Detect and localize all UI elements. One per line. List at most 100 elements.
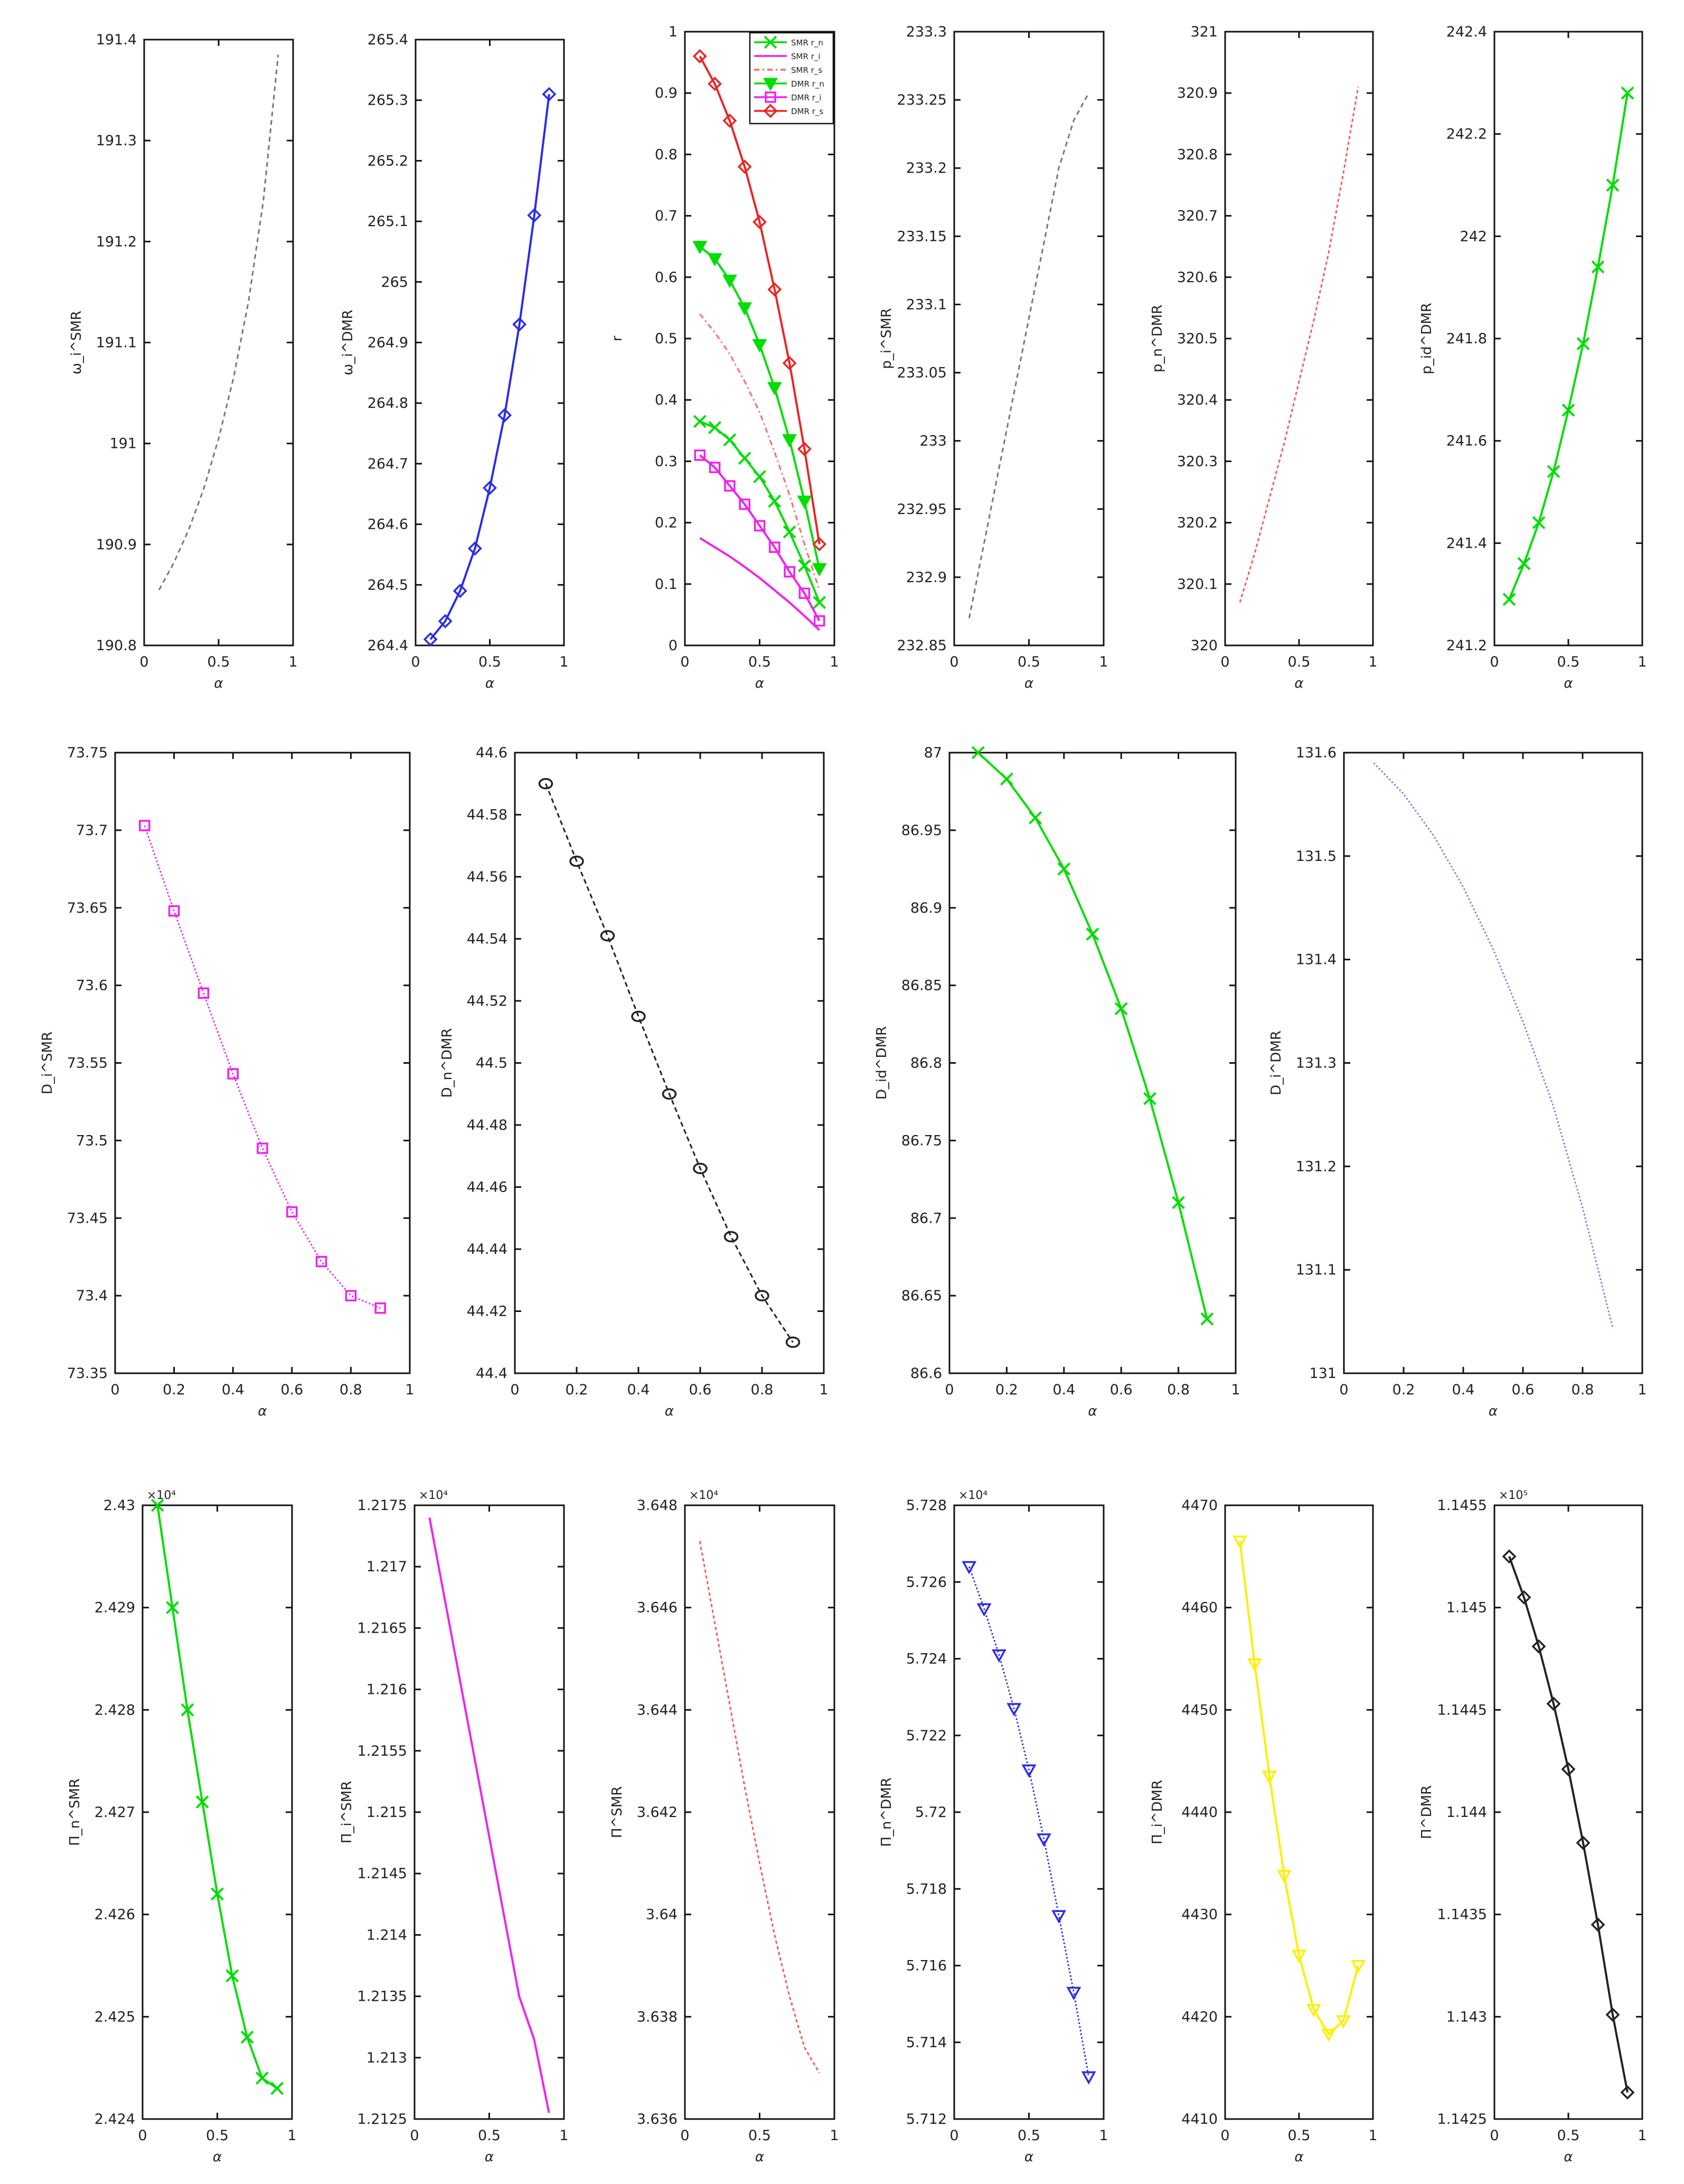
x-tick-label: 0.5 — [1288, 654, 1311, 670]
x-tick-label: 0.5 — [1288, 2127, 1311, 2144]
data-point — [527, 208, 542, 223]
x-axis-label: α — [1294, 676, 1303, 691]
data-point-stroke2 — [783, 525, 796, 539]
data-point — [812, 563, 827, 577]
x-tick-label: 1 — [1368, 2127, 1377, 2144]
y-tick-label: 0.6 — [655, 269, 678, 286]
y-tick-label: 131 — [1309, 1365, 1337, 1382]
y-tick-label: 131.2 — [1296, 1158, 1337, 1175]
y-tick-label: 131.4 — [1296, 952, 1337, 968]
x-tick-label: 0.5 — [478, 654, 501, 670]
data-point-stroke2 — [1029, 811, 1042, 824]
x-tick-label: 0 — [949, 654, 958, 670]
y-axis-label: ω_i^DMR — [340, 310, 356, 375]
data-point — [1351, 1960, 1366, 1974]
plot-frame — [1343, 752, 1643, 1374]
data-point — [257, 1142, 268, 1154]
y-tick-label: 4470 — [1181, 1497, 1218, 1514]
series-line-0 — [1508, 92, 1629, 600]
data-point — [709, 462, 721, 473]
y-tick-label: 1.2125 — [358, 2111, 407, 2127]
series-line-0 — [156, 1505, 278, 2089]
y-tick-label: 3.648 — [637, 1497, 678, 1514]
chart-p3: 0 0.5 1 0 0.1 0.2 0.3 0.4 0.5 0.6 0.7 0.8 0.9 1 α r SMR … — [609, 24, 839, 691]
data-point — [737, 160, 752, 174]
x-tick-label: 0.2 — [566, 1382, 588, 1398]
axis-multiplier: ×10⁴ — [419, 1489, 448, 1502]
data-point-stroke2 — [1576, 337, 1590, 351]
x-axis-label: α — [485, 676, 494, 691]
y-tick-label: 233.2 — [906, 160, 947, 176]
data-point — [1620, 2085, 1635, 2100]
y-tick-label: 131.1 — [1296, 1262, 1337, 1278]
y-tick-label: 264.5 — [368, 577, 408, 593]
data-point — [693, 1163, 708, 1174]
y-tick-label: 1 — [669, 24, 678, 40]
data-point — [538, 778, 553, 790]
data-point-stroke2 — [768, 494, 782, 508]
x-tick-label: 0 — [680, 2127, 689, 2144]
chart-p9: 0 0.2 0.4 0.6 0.8 1 86.6 86.65 86.7 86.75 86.8 86.8… — [874, 745, 1240, 1419]
x-tick-label: 0.5 — [206, 2127, 229, 2144]
legend-marker — [765, 91, 776, 103]
series-line-0 — [428, 1517, 550, 2113]
x-axis-label: α — [213, 2149, 222, 2165]
data-point-stroke2 — [150, 1498, 164, 1512]
plot-frame — [114, 752, 411, 1374]
plot-frame — [953, 1504, 1105, 2120]
x-tick-label: 0 — [945, 1382, 954, 1398]
y-tick-label: 44.46 — [467, 1179, 507, 1196]
y-tick-label: 191.4 — [96, 32, 137, 48]
y-tick-label: 44.44 — [467, 1241, 507, 1258]
y-axis-label: r — [609, 335, 625, 341]
x-tick-label: 0 — [139, 654, 148, 670]
x-tick-label: 1 — [559, 2127, 568, 2144]
chart-p14: 0 0.5 1 5.712 5.714 5.716 5.718 5.72 5.722 5.724 5… — [879, 1489, 1108, 2165]
plot-frame — [1224, 31, 1374, 646]
data-point-stroke2 — [1532, 516, 1546, 530]
y-axis-label: p_i^SMR — [879, 308, 895, 369]
data-point — [785, 1336, 801, 1348]
x-tick-label: 1 — [1638, 2127, 1647, 2144]
y-tick-label: 5.714 — [906, 2035, 947, 2051]
series-line-0 — [699, 420, 821, 603]
data-point-stroke2 — [693, 415, 707, 428]
data-point-stroke2 — [1143, 1092, 1156, 1105]
x-tick-label: 0.8 — [340, 1382, 362, 1398]
x-axis-label: α — [1564, 2149, 1573, 2165]
y-axis-label: Π_i^SMR — [339, 1781, 355, 1844]
y-tick-label: 1.216 — [366, 1682, 407, 1698]
x-tick-label: 0 — [138, 2127, 147, 2144]
data-point — [784, 566, 795, 578]
data-point — [767, 282, 782, 297]
y-tick-label: 44.56 — [467, 869, 507, 885]
data-point-stroke2 — [225, 1969, 239, 1983]
data-point — [1262, 1770, 1277, 1784]
series-line-0 — [144, 825, 381, 1309]
chart-p12: 0 0.5 1 1.2125 1.213 1.2135 1.214 1.2145 1.215 1.… — [339, 1489, 569, 2165]
y-axis-label: D_i^SMR — [40, 1032, 55, 1094]
y-axis-label: ω_i^SMR — [69, 311, 84, 374]
x-tick-label: 1 — [830, 2127, 839, 2144]
data-point-stroke2 — [1086, 927, 1099, 941]
data-point — [813, 615, 825, 627]
y-tick-label: 320.3 — [1177, 453, 1218, 470]
y-tick-label: 44.54 — [467, 931, 507, 948]
y-tick-label: 44.58 — [467, 807, 507, 823]
x-tick-label: 0.6 — [1110, 1382, 1133, 1398]
y-tick-label: 86.75 — [901, 1132, 942, 1149]
plot-frame — [514, 752, 825, 1374]
data-point-stroke2 — [797, 559, 811, 573]
data-point — [1066, 1986, 1081, 2000]
y-tick-label: 0.4 — [655, 392, 678, 408]
y-tick-label: 232.85 — [897, 638, 947, 654]
y-tick-label: 265.4 — [368, 32, 408, 48]
y-tick-label: 3.644 — [637, 1702, 678, 1718]
x-tick-label: 0 — [110, 1382, 119, 1398]
data-point — [962, 1561, 977, 1574]
x-tick-label: 0.2 — [995, 1382, 1018, 1398]
y-tick-label: 86.85 — [901, 978, 942, 994]
data-point-stroke2 — [723, 433, 737, 447]
data-point — [991, 1649, 1006, 1663]
data-point — [1321, 2028, 1336, 2042]
